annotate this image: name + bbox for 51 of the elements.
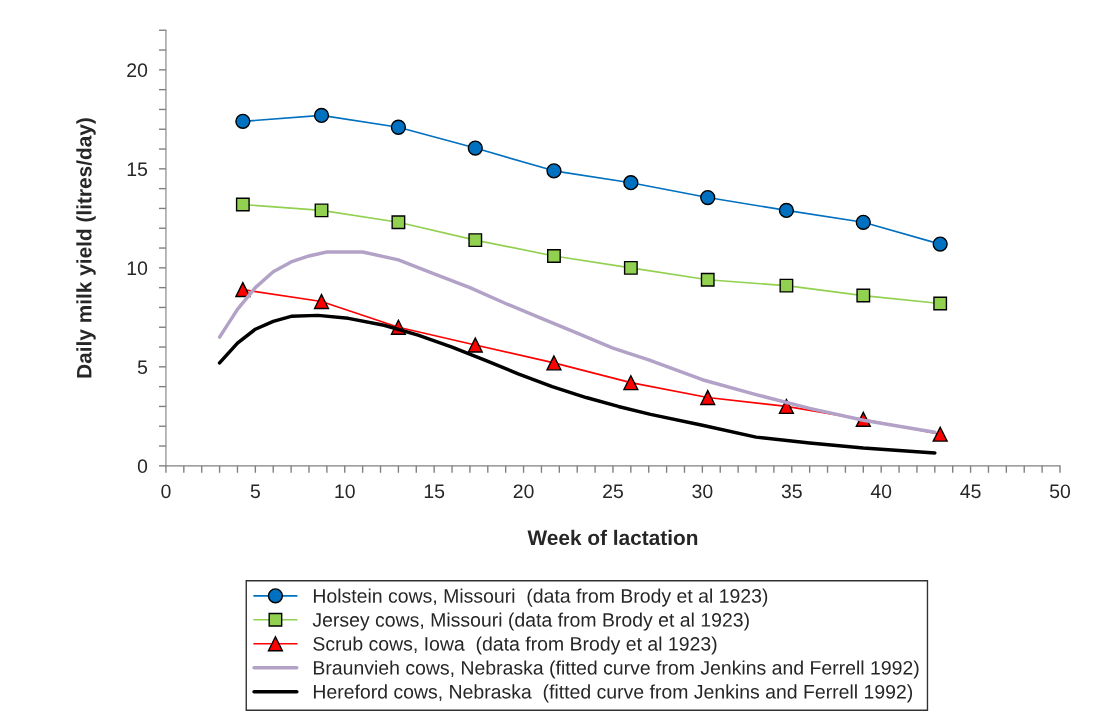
legend-label: Hereford cows, Nebraska (fitted curve from Jenkins and Ferrell 1992) xyxy=(313,684,913,703)
point xyxy=(235,281,251,298)
legend-label: Jersey cows, Missouri (data from Brody et al 1923) xyxy=(312,612,749,631)
point xyxy=(856,288,871,303)
x-tick-label: 30 xyxy=(692,484,713,499)
point xyxy=(933,296,948,311)
point xyxy=(700,189,716,206)
x-tick-label: 35 xyxy=(781,484,802,499)
point xyxy=(314,203,329,218)
legend-label: Holstein cows, Missouri (data from Brody et al 1923) xyxy=(313,588,768,607)
point xyxy=(700,389,716,406)
legend-label: Scrub cows, Iowa (data from Brody et al 1923) xyxy=(313,636,717,655)
y-axis-title: Daily milk yield (litres/day) xyxy=(76,118,96,378)
point xyxy=(547,249,561,263)
point xyxy=(467,337,483,353)
y-tick-label: 10 xyxy=(127,261,148,276)
line-series xyxy=(217,313,937,455)
point xyxy=(390,119,407,135)
point xyxy=(700,272,715,287)
point xyxy=(623,260,638,275)
point xyxy=(313,293,330,310)
x-tick-label: 45 xyxy=(960,484,981,499)
point xyxy=(932,426,948,442)
point xyxy=(779,278,794,293)
x-tick-label: 0 xyxy=(161,484,171,499)
y-tick-label: 15 xyxy=(127,162,148,177)
point xyxy=(235,113,251,129)
y-tick-label: 20 xyxy=(127,63,148,78)
point xyxy=(468,233,483,248)
point xyxy=(855,214,871,230)
point xyxy=(391,215,406,230)
x-tick-label: 40 xyxy=(870,484,892,499)
x-tick-label: 50 xyxy=(1049,484,1071,499)
x-axis-title: Week of lactation xyxy=(527,529,698,546)
point xyxy=(546,163,562,179)
point xyxy=(623,375,639,391)
x-tick-label: 15 xyxy=(424,484,445,499)
x-tick-label: 20 xyxy=(513,484,534,499)
point xyxy=(778,202,795,219)
point xyxy=(313,107,330,124)
x-tick-label: 25 xyxy=(603,484,623,499)
y-tick-label: 5 xyxy=(137,360,148,375)
point xyxy=(235,197,250,212)
x-tick-label: 5 xyxy=(250,484,260,499)
point xyxy=(467,140,483,156)
x-tick-label: 10 xyxy=(335,484,355,499)
legend-label: Braunvieh cows, Nebraska (fitted curve from Jenkins and Ferrell 1992) xyxy=(313,660,919,679)
point xyxy=(623,175,639,191)
y-tick-label: 0 xyxy=(137,459,148,474)
point xyxy=(932,236,948,252)
point xyxy=(546,355,562,371)
